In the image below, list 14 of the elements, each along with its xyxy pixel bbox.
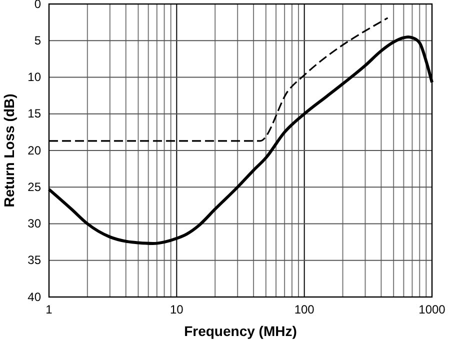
y-tick-label: 35 [28,253,42,268]
y-tick-label: 10 [28,70,42,84]
y-tick-label: 30 [28,216,42,231]
y-axis-title: Return Loss (dB) [1,94,17,208]
y-tick-label: 20 [28,143,42,158]
x-axis-title: Frequency (MHz) [184,323,297,339]
y-tick-label: 5 [34,33,42,48]
y-tick-label: 25 [28,180,42,194]
x-tick-label: 10 [170,302,184,317]
x-tick-label: 1 [46,302,53,317]
y-tick-label: 15 [28,106,42,121]
y-tick-label: 40 [28,290,42,304]
x-tick-label: 1000 [418,302,446,317]
x-tick-label: 100 [294,302,315,317]
